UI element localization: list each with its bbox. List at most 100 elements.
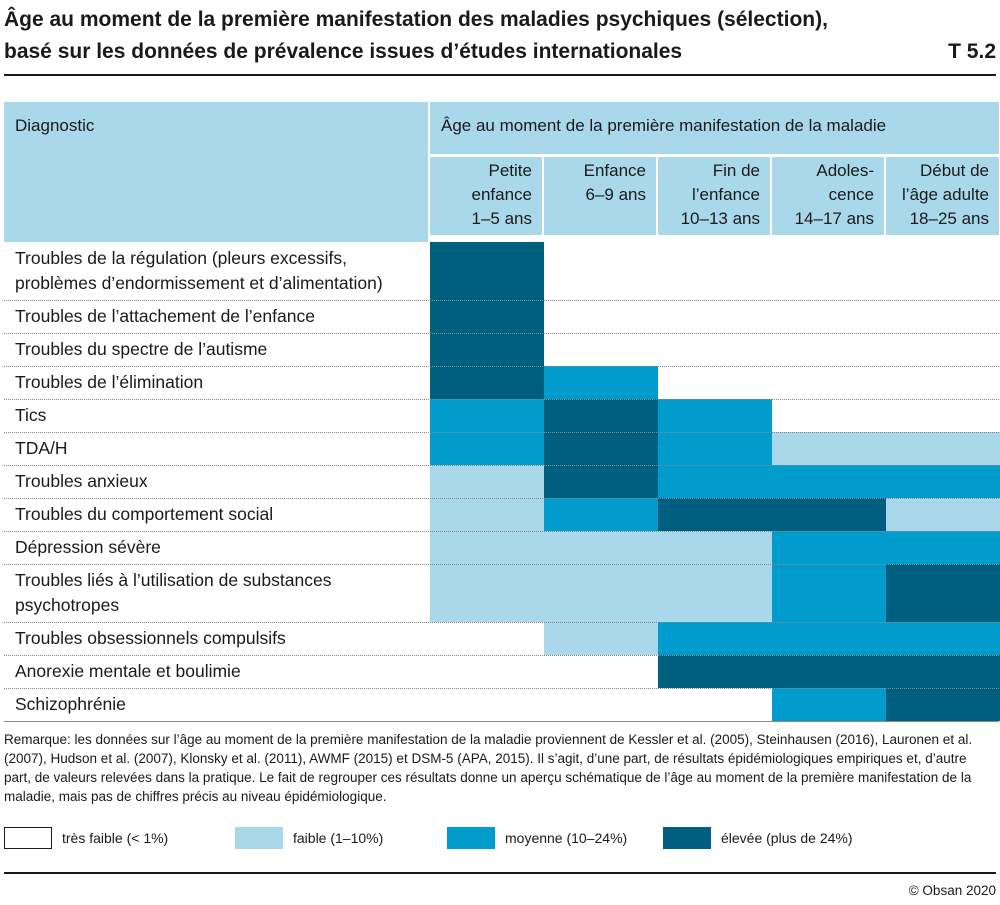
prevalence-cell-elevee: [772, 655, 886, 688]
row-diagnostic-label: TDA/H: [15, 438, 68, 458]
prevalence-cell-tres-faible: [772, 333, 886, 366]
prevalence-cell-faible: [886, 432, 1000, 465]
prevalence-cell-tres-faible: [658, 242, 772, 300]
row-diagnostic-label: Troubles anxieux: [15, 471, 148, 491]
legend-swatch: [4, 827, 52, 849]
prevalence-cell-faible: [772, 432, 886, 465]
row-diagnostic-label: Troubles du spectre de l’autisme: [15, 339, 268, 359]
prevalence-cell-elevee: [886, 688, 1000, 721]
prevalence-cell-tres-faible: [658, 300, 772, 333]
remark-note: Remarque: les données sur l’âge au momen…: [4, 732, 973, 804]
diagnostic-header: Diagnostic: [15, 116, 95, 135]
row-diagnostic-label: Troubles liés à l’utilisation de substan…: [15, 570, 332, 615]
prevalence-cell-moyenne: [772, 564, 886, 622]
prevalence-cell-moyenne: [544, 498, 658, 531]
row-diagnostic-label: Troubles de l’attachement de l’enfance: [15, 306, 315, 326]
age-column-header-line: cence: [828, 185, 874, 204]
header-column-divider: [428, 102, 430, 242]
row-diagnostic-label: Troubles du comportement social: [15, 504, 274, 524]
age-column-header: Début de l’âge adulte 18–25 ans: [886, 157, 999, 235]
prevalence-cell-faible: [430, 498, 544, 531]
prevalence-cell-elevee: [544, 465, 658, 498]
onset-age-table: Diagnostic Âge au moment de la première …: [4, 102, 1000, 722]
row-diagnostic-label: Dépression sévère: [15, 537, 161, 557]
legend-swatch: [663, 827, 711, 849]
age-column-header-line: Début de: [920, 161, 989, 180]
prevalence-cell-faible: [658, 531, 772, 564]
prevalence-cell-tres-faible: [658, 333, 772, 366]
row-divider: [4, 366, 999, 367]
row-diagnostic-label: Troubles obsessionnels compulsifs: [15, 628, 286, 648]
prevalence-cell-moyenne: [658, 465, 772, 498]
prevalence-cell-faible: [430, 564, 544, 622]
prevalence-cell-tres-faible: [772, 399, 886, 432]
prevalence-cell-moyenne: [772, 531, 886, 564]
row-diagnostic-label: Troubles de la régulation (pleurs excess…: [15, 248, 383, 293]
age-column-header-line: enfance: [471, 185, 533, 204]
age-column-header: Petite enfance 1–5 ans: [430, 157, 542, 235]
copyright: © Obsan 2020: [908, 883, 996, 898]
age-column-header: Enfance 6–9 ans: [544, 157, 656, 235]
prevalence-cell-tres-faible: [886, 242, 1000, 300]
title-line-1: Âge au moment de la première manifestati…: [4, 8, 828, 31]
legend-item-moyenne: moyenne (10–24%): [447, 826, 627, 850]
age-column-header-line: Enfance: [583, 161, 646, 180]
prevalence-cell-faible: [430, 531, 544, 564]
prevalence-cell-tres-faible: [430, 655, 544, 688]
prevalence-cell-tres-faible: [544, 300, 658, 333]
title-block: Âge au moment de la première manifestati…: [4, 4, 996, 76]
header-column-divider: [884, 154, 886, 242]
bottom-rule: [4, 872, 996, 874]
prevalence-cell-elevee: [430, 242, 544, 300]
prevalence-cell-faible: [658, 564, 772, 622]
prevalence-cell-moyenne: [544, 366, 658, 399]
prevalence-cell-moyenne: [658, 432, 772, 465]
prevalence-cell-tres-faible: [658, 688, 772, 721]
row-divider: [4, 688, 999, 689]
row-divider: [4, 432, 999, 433]
prevalence-cell-elevee: [772, 498, 886, 531]
row-diagnostic-label: Schizophrénie: [15, 694, 126, 714]
header-row-divider: [430, 154, 999, 157]
prevalence-cell-faible: [544, 622, 658, 655]
prevalence-cell-moyenne: [658, 399, 772, 432]
age-column-header-line: Adoles-: [816, 161, 874, 180]
prevalence-cell-moyenne: [886, 465, 1000, 498]
row-diagnostic-label: Tics: [15, 405, 47, 425]
legend-label: élevée (plus de 24%): [721, 830, 853, 846]
prevalence-cell-moyenne: [772, 465, 886, 498]
age-column-header-line: 14–17 ans: [794, 209, 874, 228]
age-column-header-line: Fin de: [712, 161, 760, 180]
age-column-header-line: l’âge adulte: [902, 185, 989, 204]
prevalence-cell-moyenne: [430, 432, 544, 465]
prevalence-cell-elevee: [430, 300, 544, 333]
prevalence-cell-moyenne: [658, 622, 772, 655]
prevalence-cell-tres-faible: [772, 366, 886, 399]
row-divider: [4, 531, 999, 532]
prevalence-cell-moyenne: [430, 399, 544, 432]
prevalence-cell-tres-faible: [772, 242, 886, 300]
row-divider: [4, 655, 999, 656]
row-diagnostic-label: Troubles de l’élimination: [15, 372, 204, 392]
age-column-header-line: Petite: [488, 161, 532, 180]
row-divider: [4, 333, 999, 334]
prevalence-cell-tres-faible: [772, 300, 886, 333]
prevalence-cell-tres-faible: [430, 688, 544, 721]
title-line-2: basé sur les données de prévalence issue…: [4, 40, 683, 63]
prevalence-cell-elevee: [886, 564, 1000, 622]
prevalence-cell-faible: [886, 498, 1000, 531]
prevalence-cell-tres-faible: [886, 366, 1000, 399]
prevalence-cell-faible: [430, 465, 544, 498]
row-divider: [4, 622, 999, 623]
age-column-header-line: 10–13 ans: [680, 209, 760, 228]
prevalence-cell-elevee: [544, 432, 658, 465]
prevalence-cell-tres-faible: [544, 655, 658, 688]
prevalence-cell-tres-faible: [544, 242, 658, 300]
prevalence-cell-elevee: [430, 333, 544, 366]
prevalence-cell-elevee: [886, 655, 1000, 688]
header-column-divider: [656, 154, 658, 242]
prevalence-cell-elevee: [430, 366, 544, 399]
prevalence-cell-tres-faible: [544, 333, 658, 366]
prevalence-cell-tres-faible: [658, 366, 772, 399]
legend-swatch: [447, 827, 495, 849]
